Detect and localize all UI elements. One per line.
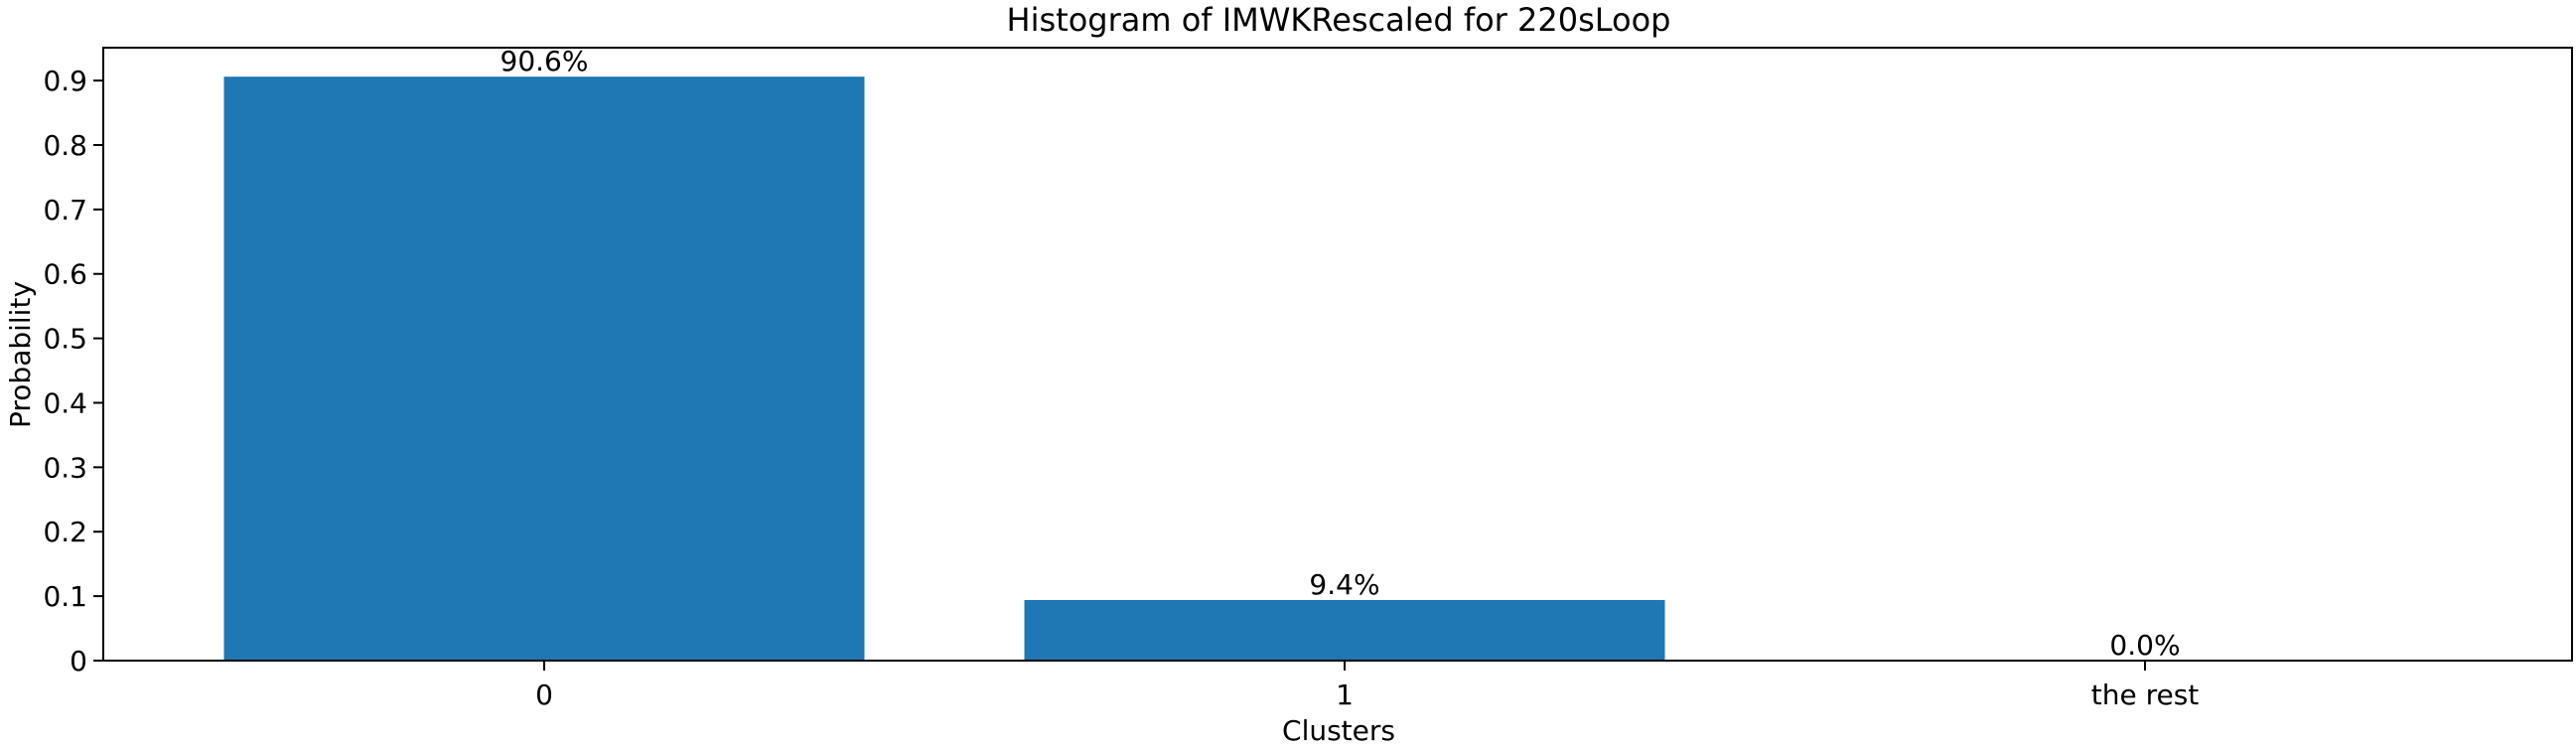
bars-layer bbox=[223, 76, 1665, 662]
x-tick-label: 0 bbox=[535, 678, 553, 711]
y-tick-label: 0.8 bbox=[43, 129, 87, 162]
x-axis-ticks: 0 1 the rest bbox=[535, 661, 2199, 711]
x-axis-label: Clusters bbox=[1282, 714, 1395, 747]
y-tick-label: 0.2 bbox=[43, 516, 87, 548]
y-tick-label: 0.1 bbox=[43, 580, 87, 613]
y-tick-label: 0.9 bbox=[43, 65, 87, 97]
y-axis-label: Probability bbox=[4, 281, 37, 428]
y-tick-label: 0.4 bbox=[43, 386, 87, 419]
data-label-1: 9.4% bbox=[1309, 568, 1379, 601]
data-label-2: 0.0% bbox=[2109, 629, 2180, 662]
y-axis-ticks: 0 0.1 0.2 0.3 0.4 0.5 0.6 0.7 0.8 0.9 bbox=[43, 65, 103, 677]
bar-0 bbox=[223, 76, 865, 662]
y-tick-label: 0 bbox=[70, 645, 87, 677]
x-tick-label: 1 bbox=[1336, 678, 1354, 711]
y-tick-label: 0.5 bbox=[43, 323, 87, 356]
data-labels-layer: 90.6% 9.4% 0.0% bbox=[501, 45, 2181, 662]
plot-frame bbox=[102, 47, 2573, 662]
chart-title: Histogram of IMWKRescaled for 220sLoop bbox=[1007, 1, 1671, 39]
y-tick-label: 0.6 bbox=[43, 258, 87, 291]
data-label-0: 90.6% bbox=[501, 45, 589, 77]
bar-1 bbox=[1024, 600, 1665, 661]
x-tick-label: the rest bbox=[2091, 678, 2200, 711]
y-tick-label: 0.7 bbox=[43, 194, 87, 226]
y-tick-label: 0.3 bbox=[43, 451, 87, 484]
